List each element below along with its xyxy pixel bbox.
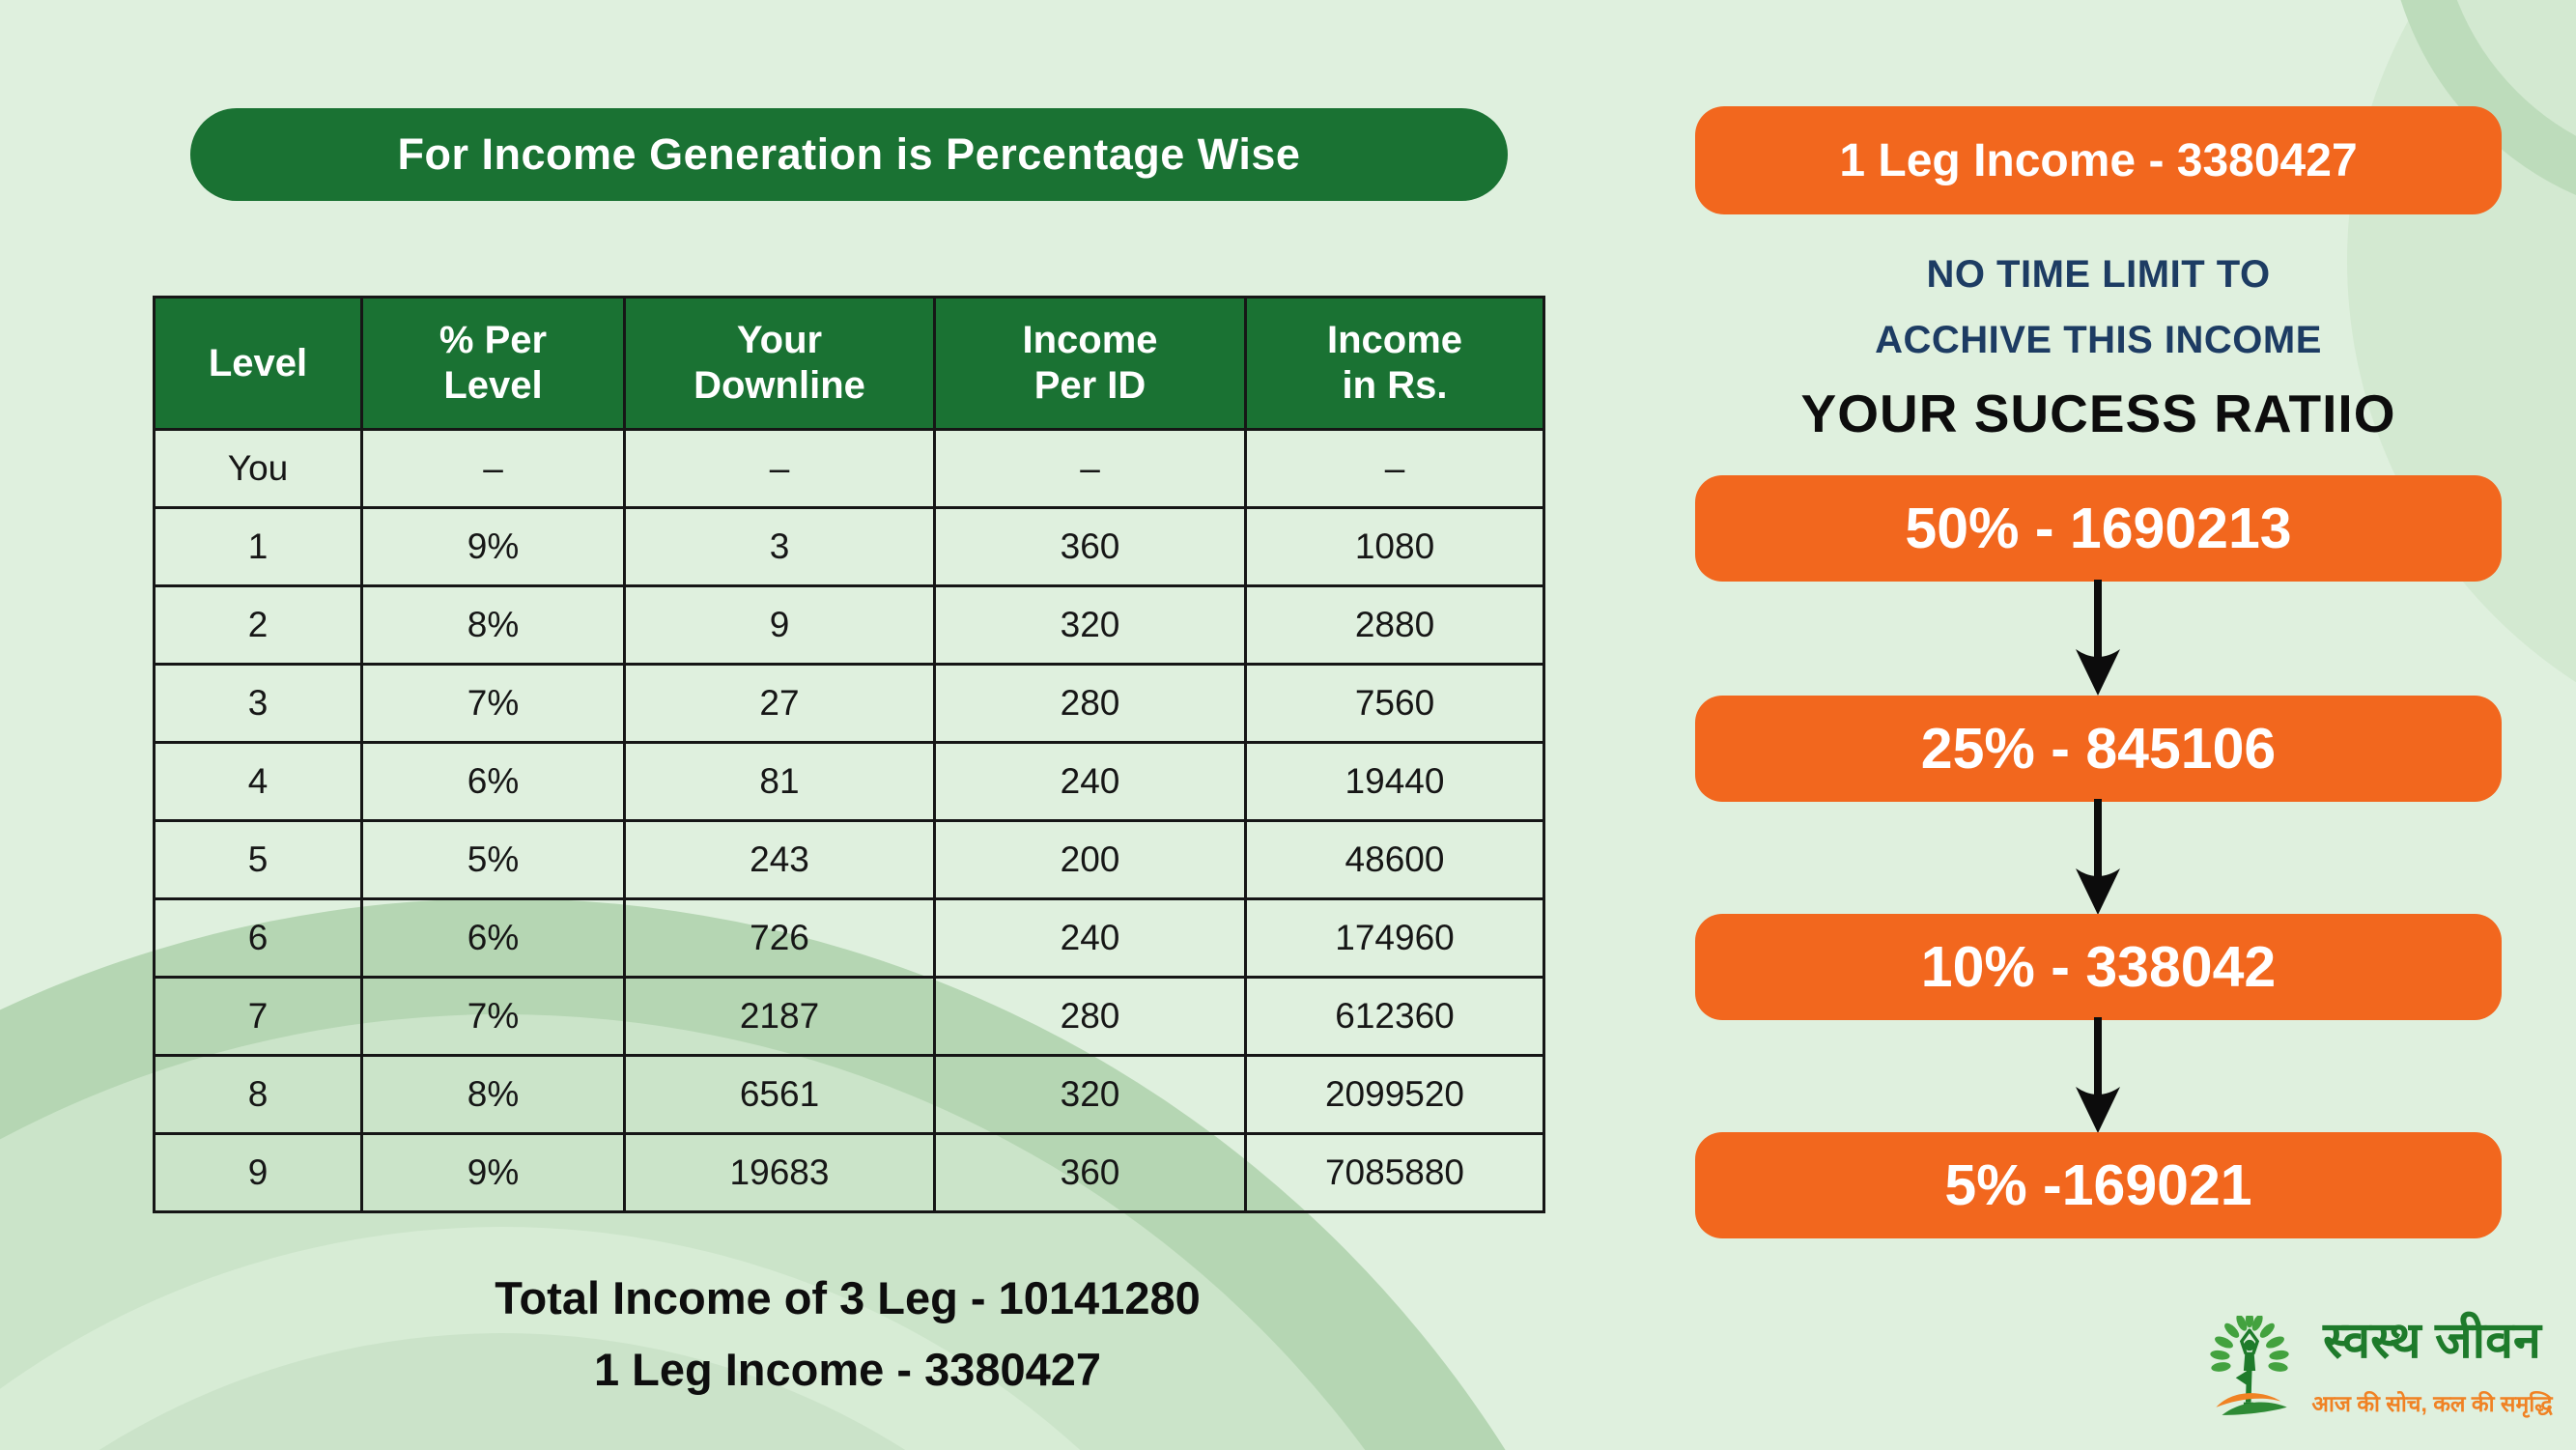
leg-income-line: 1 Leg Income - 3380427 bbox=[593, 1344, 1102, 1395]
ratio-box-50: 50% - 1690213 bbox=[1695, 475, 2502, 582]
down-arrow-icon bbox=[2076, 580, 2120, 696]
table-cell: – bbox=[623, 428, 936, 509]
table-cell: 3 bbox=[623, 506, 936, 587]
table-cell: 2880 bbox=[1244, 584, 1545, 666]
header-cell-percent-level: % Per Level bbox=[360, 296, 626, 431]
table-cell: 2099520 bbox=[1244, 1054, 1545, 1135]
table-row: 4 6% 81 240 19440 bbox=[153, 741, 1545, 822]
ratio-box-10-label: 10% - 338042 bbox=[1920, 935, 2277, 999]
table-cell: 726 bbox=[623, 897, 936, 979]
table-cell: You bbox=[153, 428, 363, 509]
table-cell: 8% bbox=[360, 1054, 626, 1135]
table-cell: 19440 bbox=[1244, 741, 1545, 822]
table-row: You – – – – bbox=[153, 428, 1545, 509]
ratio-box-10: 10% - 338042 bbox=[1695, 914, 2502, 1020]
logo-name-text: स्वस्थ जीवन bbox=[2323, 1313, 2541, 1369]
table-cell: 280 bbox=[933, 976, 1247, 1057]
table-cell: 9% bbox=[360, 1132, 626, 1213]
table-cell: 6% bbox=[360, 897, 626, 979]
table-cell: 612360 bbox=[1244, 976, 1545, 1057]
table-cell: 6 bbox=[153, 897, 363, 979]
table-cell: – bbox=[1244, 428, 1545, 509]
table-row: 2 8% 9 320 2880 bbox=[153, 584, 1545, 666]
table-row: 3 7% 27 280 7560 bbox=[153, 663, 1545, 744]
table-cell: – bbox=[933, 428, 1247, 509]
logo-tagline-text: आज की सोच, कल की समृद्धि bbox=[2311, 1391, 2553, 1416]
table-cell: 6% bbox=[360, 741, 626, 822]
header-cell-income-rs: Income in Rs. bbox=[1244, 296, 1545, 431]
table-cell: 4 bbox=[153, 741, 363, 822]
title-banner: For Income Generation is Percentage Wise bbox=[190, 108, 1508, 201]
income-table: Level % Per Level Your Downline Income P… bbox=[153, 296, 1545, 1213]
table-cell: 320 bbox=[933, 1054, 1247, 1135]
table-row: 6 6% 726 240 174960 bbox=[153, 897, 1545, 979]
ratio-box-5-label: 5% -169021 bbox=[1944, 1153, 2252, 1217]
ratio-box-5: 5% -169021 bbox=[1695, 1132, 2502, 1238]
header-row: Level % Per Level Your Downline Income P… bbox=[153, 296, 1545, 431]
table-cell: 3 bbox=[153, 663, 363, 744]
title-banner-label: For Income Generation is Percentage Wise bbox=[397, 129, 1301, 179]
down-arrow-icon bbox=[2076, 1017, 2120, 1133]
table-row: 1 9% 3 360 1080 bbox=[153, 506, 1545, 587]
leg-income-banner: 1 Leg Income - 3380427 bbox=[1695, 106, 2502, 214]
swasth-jeevan-logo: स्वस्थ जीवन आज की सोच, कल की समृद्धि bbox=[2210, 1312, 2569, 1437]
table-cell: 5% bbox=[360, 819, 626, 900]
table-row: 8 8% 6561 320 2099520 bbox=[153, 1054, 1545, 1135]
table-cell: 6561 bbox=[623, 1054, 936, 1135]
table-cell: 7 bbox=[153, 976, 363, 1057]
table-cell: 2187 bbox=[623, 976, 936, 1057]
table-cell: 9 bbox=[623, 584, 936, 666]
table-cell: 8% bbox=[360, 584, 626, 666]
no-time-limit-text-line2: ACCHIVE THIS INCOME bbox=[1875, 319, 2322, 361]
total-income-line: Total Income of 3 Leg - 10141280 bbox=[495, 1272, 1201, 1323]
table-cell: 360 bbox=[933, 1132, 1247, 1213]
table-cell: 200 bbox=[933, 819, 1247, 900]
table-cell: 1080 bbox=[1244, 506, 1545, 587]
table-cell: 243 bbox=[623, 819, 936, 900]
ratio-box-50-label: 50% - 1690213 bbox=[1905, 497, 2292, 560]
ratio-box-25: 25% - 845106 bbox=[1695, 696, 2502, 802]
header-cell-downline: Your Downline bbox=[623, 296, 936, 431]
table-cell: 7% bbox=[360, 663, 626, 744]
table-cell: 81 bbox=[623, 741, 936, 822]
income-table-body: You – – – –1 9% 3 360 1080 2 8% 9 320 2880 3 7% 27 280 756… bbox=[153, 428, 1545, 1213]
table-cell: 7% bbox=[360, 976, 626, 1057]
ratio-box-25-label: 25% - 845106 bbox=[1920, 717, 2277, 781]
table-cell: 320 bbox=[933, 584, 1247, 666]
down-arrow-icon bbox=[2076, 799, 2120, 915]
table-cell: 8 bbox=[153, 1054, 363, 1135]
table-cell: 174960 bbox=[1244, 897, 1545, 979]
table-cell: 1 bbox=[153, 506, 363, 587]
table-row: 5 5% 243 200 48600 bbox=[153, 819, 1545, 900]
table-cell: 9% bbox=[360, 506, 626, 587]
table-cell: 2 bbox=[153, 584, 363, 666]
table-cell: 48600 bbox=[1244, 819, 1545, 900]
header-cell-level: Level bbox=[153, 296, 363, 431]
table-cell: 9 bbox=[153, 1132, 363, 1213]
table-cell: 27 bbox=[623, 663, 936, 744]
table-cell: 360 bbox=[933, 506, 1247, 587]
table-cell: – bbox=[360, 428, 626, 509]
table-cell: 280 bbox=[933, 663, 1247, 744]
income-table-header: Level % Per Level Your Downline Income P… bbox=[153, 296, 1545, 431]
no-time-limit-text-line1: NO TIME LIMIT TO bbox=[1926, 253, 2271, 296]
table-cell: 7085880 bbox=[1244, 1132, 1545, 1213]
yoga-tree-logo-icon bbox=[2210, 1316, 2289, 1415]
table-row: 7 7% 2187 280 612360 bbox=[153, 976, 1545, 1057]
table-cell: 5 bbox=[153, 819, 363, 900]
table-cell: 7560 bbox=[1244, 663, 1545, 744]
table-cell: 240 bbox=[933, 897, 1247, 979]
table-cell: 19683 bbox=[623, 1132, 936, 1213]
table-row: 9 9% 19683 360 7085880 bbox=[153, 1132, 1545, 1213]
leg-income-banner-label: 1 Leg Income - 3380427 bbox=[1839, 134, 2358, 186]
table-cell: 240 bbox=[933, 741, 1247, 822]
success-ratio-heading: YOUR SUCESS RATIIO bbox=[1800, 384, 2396, 443]
header-cell-income-per-id: Income Per ID bbox=[933, 296, 1247, 431]
